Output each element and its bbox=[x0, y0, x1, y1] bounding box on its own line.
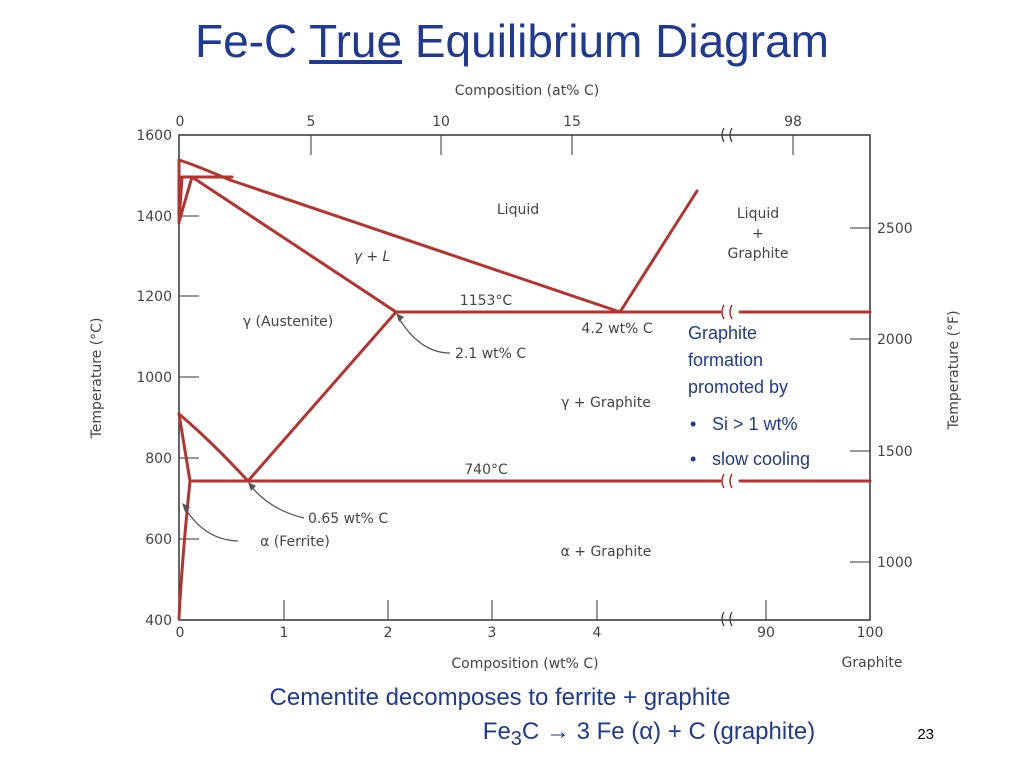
caption-reaction: C → 3 Fe (α) + C (graphite) bbox=[521, 718, 816, 745]
right-tick-label: 2000 bbox=[877, 332, 913, 348]
annotation-eutectic-comp: 4.2 wt% C bbox=[581, 321, 652, 337]
right-axis-title: Temperature (°F) bbox=[946, 310, 962, 430]
left-tick-label: 1200 bbox=[136, 289, 172, 305]
page-number: 23 bbox=[917, 726, 934, 743]
alpha-gamma-upper-line bbox=[177, 412, 192, 483]
note-line: Graphite bbox=[688, 323, 758, 343]
region-liquid: Liquid bbox=[497, 202, 539, 218]
note-line: formation bbox=[688, 350, 764, 370]
top-tick-label: 15 bbox=[563, 114, 581, 130]
bottom-tick-label: 100 bbox=[857, 625, 884, 641]
break-mark bbox=[721, 304, 733, 320]
region-liquid-graphite-1: Liquid bbox=[737, 206, 779, 222]
region-gamma-l: γ + L bbox=[354, 249, 391, 265]
right-tick-label: 1000 bbox=[877, 555, 913, 571]
left-tick-label: 1400 bbox=[136, 209, 172, 225]
left-tick-label: 1600 bbox=[136, 128, 172, 144]
bottom-end-label: Graphite bbox=[842, 655, 903, 671]
caption-fe: Fe bbox=[482, 718, 511, 745]
slide-title: Fe-C True Equilibrium Diagram bbox=[0, 14, 1024, 68]
bottom-tick-label: 2 bbox=[384, 625, 393, 641]
right-tick-label: 2500 bbox=[877, 221, 913, 237]
top-tick-label: 98 bbox=[784, 114, 802, 130]
note-bullet: slow cooling bbox=[688, 442, 838, 477]
bottom-tick-label: 0 bbox=[176, 625, 185, 641]
region-austenite: γ (Austenite) bbox=[243, 314, 333, 330]
title-true: True bbox=[309, 15, 403, 67]
annotation-gamma-max: 2.1 wt% C bbox=[455, 346, 526, 362]
bottom-tick-label: 4 bbox=[593, 625, 602, 641]
title-part-1: Fe-C bbox=[195, 15, 310, 67]
leader-2-1 bbox=[397, 316, 451, 354]
caption-subscript: 3 bbox=[510, 727, 522, 750]
annotation-eutectoid-comp: 0.65 wt% C bbox=[308, 511, 388, 527]
arrowhead bbox=[182, 503, 190, 512]
graphite-liquidus-line bbox=[618, 189, 699, 314]
caption-line-1: Cementite decomposes to ferrite + graphi… bbox=[269, 684, 731, 711]
left-axis-title: Temperature (°C) bbox=[89, 318, 105, 440]
liquidus-line bbox=[177, 158, 622, 314]
title-part-3: Equilibrium Diagram bbox=[402, 15, 829, 67]
delta-gamma-line bbox=[177, 175, 184, 224]
delta-right-line bbox=[177, 175, 194, 224]
bottom-tick-label: 1 bbox=[280, 625, 289, 641]
left-tick-label: 800 bbox=[145, 451, 172, 467]
left-tick-label: 400 bbox=[145, 613, 172, 629]
note-line: promoted by bbox=[688, 377, 789, 397]
right-tick-label: 1500 bbox=[877, 444, 913, 460]
arrowhead bbox=[396, 313, 404, 322]
a3-line bbox=[177, 412, 250, 483]
note-bullet: Si > 1 wt% bbox=[688, 407, 838, 442]
annotation-eutectoid-temp: 740°C bbox=[464, 462, 508, 478]
bottom-axis-title: Composition (wt% C) bbox=[451, 656, 598, 672]
arrowhead bbox=[248, 482, 256, 491]
note-bullets: Si > 1 wt% slow cooling bbox=[688, 407, 838, 477]
break-mark bbox=[721, 127, 733, 143]
region-liquid-graphite-3: Graphite bbox=[728, 246, 789, 262]
gamma-solidus-line bbox=[190, 175, 398, 314]
region-gamma-graphite: γ + Graphite bbox=[561, 395, 651, 411]
top-tick-label: 5 bbox=[307, 114, 316, 130]
alpha-solvus-line bbox=[177, 479, 192, 620]
bottom-tick-label: 3 bbox=[488, 625, 497, 641]
top-tick-label: 10 bbox=[432, 114, 450, 130]
region-liquid-graphite-2: + bbox=[752, 226, 764, 242]
left-tick-label: 600 bbox=[145, 532, 172, 548]
leader-ferrite bbox=[184, 507, 239, 542]
top-axis-title: Composition (at% C) bbox=[455, 83, 599, 99]
top-tick-label: 0 bbox=[176, 114, 185, 130]
left-tick-label: 1000 bbox=[136, 370, 172, 386]
caption-line-2: Fe3C → 3 Fe (α) + C (graphite) bbox=[137, 718, 1024, 751]
break-mark bbox=[721, 611, 733, 627]
region-alpha-graphite: α + Graphite bbox=[561, 544, 652, 560]
acm-line bbox=[246, 310, 398, 483]
leader-0-65 bbox=[249, 484, 305, 519]
region-ferrite: α (Ferrite) bbox=[260, 534, 330, 550]
annotation-eutectic-temp: 1153°C bbox=[460, 293, 513, 309]
bottom-tick-label: 90 bbox=[757, 625, 775, 641]
graphite-note: Graphite formation promoted by Si > 1 wt… bbox=[688, 320, 838, 477]
